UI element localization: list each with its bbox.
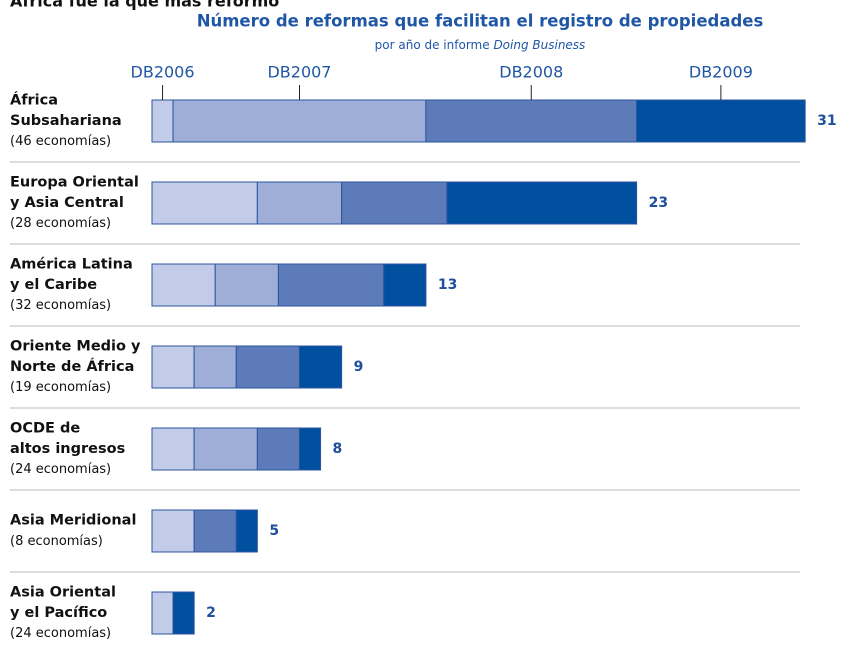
economies-label: (28 economías) xyxy=(10,216,111,231)
series-label: DB2008 xyxy=(499,63,563,82)
header: África fue la que más reformó xyxy=(10,0,279,11)
bar-segment xyxy=(151,99,174,143)
bar-segment xyxy=(193,509,237,553)
bar-segment xyxy=(298,345,343,389)
bar-segment xyxy=(256,181,343,225)
bar-segment xyxy=(172,99,427,143)
bar-segment xyxy=(235,509,258,553)
series-label: DB2007 xyxy=(267,63,331,82)
category-label: Norte de África xyxy=(10,358,134,375)
bar-segment xyxy=(151,181,258,225)
bar-segment xyxy=(214,263,279,307)
category-label: Asia Oriental xyxy=(10,584,116,600)
economies-label: (24 economías) xyxy=(10,462,111,477)
chart-subtitle: por año de informe Doing Business xyxy=(375,38,586,52)
bar-segment xyxy=(151,345,195,389)
category-label: Asia Meridional xyxy=(10,513,136,529)
bar-segment xyxy=(193,345,237,389)
economies-label: (8 economías) xyxy=(10,534,103,549)
bar-segment xyxy=(151,591,174,635)
category-label: Oriente Medio y xyxy=(10,338,141,354)
series-label: DB2009 xyxy=(689,63,753,82)
chart-title: Número de reformas que facilitan el regi… xyxy=(197,12,764,31)
total-label: 5 xyxy=(269,523,279,539)
subtitle-italic: Doing Business xyxy=(493,38,585,52)
bar-segment xyxy=(425,99,638,143)
total-label: 2 xyxy=(206,605,216,621)
category-label: y el Pacífico xyxy=(10,605,107,621)
category-label: altos ingresos xyxy=(10,441,125,457)
category-label: Europa Oriental xyxy=(10,174,139,190)
bar-segment xyxy=(636,99,806,143)
bar-segment xyxy=(235,345,300,389)
bar-segment xyxy=(256,427,300,471)
bar-segment xyxy=(298,427,322,471)
bar-segment xyxy=(277,263,385,307)
subtitle: por año de informe xyxy=(375,38,490,52)
economies-label: (24 economías) xyxy=(10,626,111,641)
bar-segment xyxy=(151,263,216,307)
bar-segment xyxy=(341,181,448,225)
bar-segment xyxy=(383,263,427,307)
bar-segment xyxy=(193,427,258,471)
total-label: 31 xyxy=(817,113,836,129)
category-label: y Asia Central xyxy=(10,195,124,211)
total-label: 8 xyxy=(333,441,343,457)
bar-segment xyxy=(151,427,195,471)
category-label: América Latina xyxy=(10,256,133,272)
total-label: 23 xyxy=(649,195,668,211)
bar-segment xyxy=(446,181,638,225)
series-label: DB2006 xyxy=(131,63,195,82)
category-label: OCDE de xyxy=(10,420,80,436)
total-label: 9 xyxy=(354,359,364,375)
bar-segment xyxy=(172,591,195,635)
category-label: y el Caribe xyxy=(10,277,97,293)
economies-label: (32 economías) xyxy=(10,298,111,313)
category-label: Subsahariana xyxy=(10,113,122,129)
category-label: África xyxy=(10,91,58,108)
economies-label: (46 economías) xyxy=(10,134,111,149)
bar-segment xyxy=(151,509,195,553)
total-label: 13 xyxy=(438,277,457,293)
economies-label: (19 economías) xyxy=(10,380,111,395)
